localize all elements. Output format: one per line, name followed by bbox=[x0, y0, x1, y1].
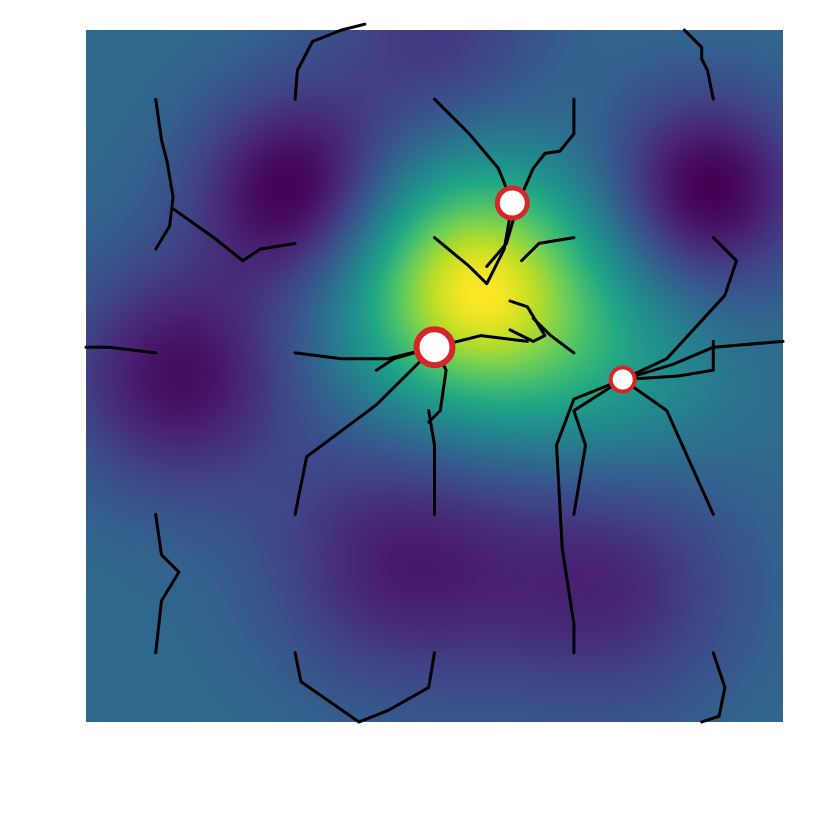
trajectories bbox=[84, 22, 785, 724]
trajectory-line-23 bbox=[700, 651, 727, 724]
trajectory-line-21 bbox=[154, 512, 181, 655]
trajectory-line-24 bbox=[682, 28, 715, 101]
trajectory-line-3 bbox=[293, 22, 367, 101]
trajectory-line-14 bbox=[293, 345, 436, 516]
trajectory-line-7 bbox=[520, 236, 576, 263]
trajectory-line-13 bbox=[427, 409, 436, 516]
trajectory-line-19 bbox=[572, 378, 625, 516]
trajectory-line-16 bbox=[621, 339, 785, 381]
trajectory-line-5 bbox=[485, 97, 576, 268]
optimum-marker-3 bbox=[608, 365, 637, 394]
optimum-marker-2 bbox=[413, 326, 456, 369]
trajectory-line-15 bbox=[621, 236, 738, 381]
trajectory-line-1 bbox=[154, 97, 175, 251]
trajectory-line-8 bbox=[508, 299, 547, 343]
trajectory-line-18 bbox=[621, 378, 715, 516]
trajectory-line-9 bbox=[531, 316, 576, 355]
trajectory-line-25 bbox=[84, 345, 158, 355]
trajectory-line-17 bbox=[621, 339, 715, 381]
trajectory-line-22 bbox=[293, 651, 436, 724]
trajectory-line-4 bbox=[433, 97, 514, 205]
optimum-marker-1 bbox=[494, 185, 530, 221]
trajectory-line-6 bbox=[433, 201, 514, 286]
trajectory-line-2 bbox=[171, 207, 297, 263]
trajectory-line-20 bbox=[555, 378, 625, 655]
optima-markers bbox=[413, 185, 637, 394]
